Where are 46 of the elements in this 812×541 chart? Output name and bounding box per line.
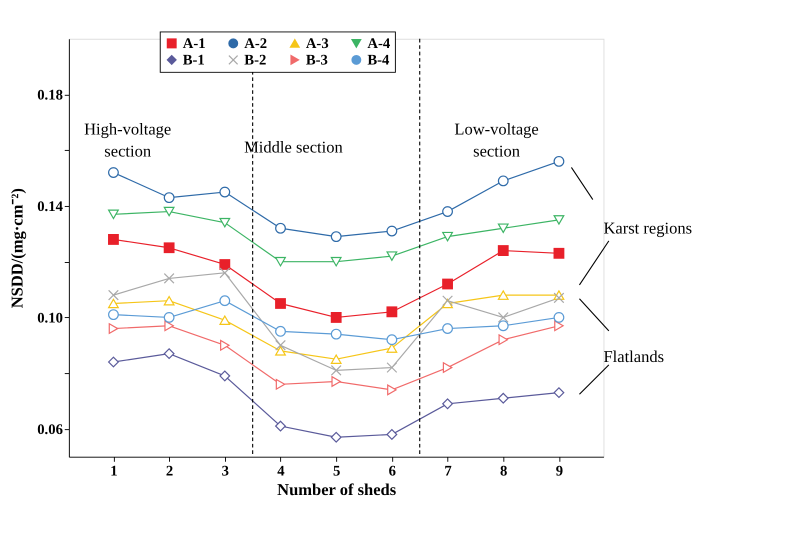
point: [330, 364, 342, 376]
y-tick-label: 0.10: [37, 310, 63, 326]
point: [442, 295, 453, 306]
legend-label: B-1: [182, 52, 205, 69]
point: [330, 312, 342, 323]
point: [164, 272, 175, 284]
x-tick-label: 6: [388, 464, 396, 480]
point: [164, 242, 175, 254]
legend-label: B-3: [306, 52, 328, 69]
point: [442, 278, 453, 290]
x-tick-label: 7: [444, 464, 452, 480]
legend-label: A-1: [182, 36, 206, 52]
legend-label: B-4: [367, 52, 390, 69]
point: [275, 298, 286, 309]
x-tick-label: 2: [166, 464, 174, 480]
point: [498, 312, 509, 323]
x-tick-label: 8: [500, 464, 508, 480]
x-tick-label: 4: [277, 464, 286, 480]
point: [275, 340, 286, 351]
annotation: Karst regions: [603, 218, 692, 238]
x-tick-label: 9: [556, 464, 564, 480]
point: [219, 267, 230, 278]
point: [498, 245, 509, 256]
x-tick-label: 3: [222, 464, 229, 480]
annotation: High-voltage section: [84, 119, 172, 160]
x-tick-label: 5: [332, 464, 340, 480]
y-tick-label: 0.06: [37, 422, 63, 438]
x-axis-title: Number of sheds: [277, 480, 397, 499]
point: [554, 292, 564, 304]
point: [219, 259, 230, 270]
point: [108, 234, 119, 245]
point: [554, 248, 564, 259]
y-tick-label: 0.18: [37, 88, 63, 104]
legend-label: A-2: [244, 36, 268, 52]
y-tick-label: 0.14: [37, 199, 64, 216]
legend-label: A-3: [306, 36, 329, 52]
x-tick-label: 1: [110, 464, 118, 480]
legend-label: B-2: [244, 52, 266, 69]
point: [386, 306, 398, 318]
y-axis-title: NSDD/(mg·cm⁻²): [8, 188, 27, 308]
legend-label: A-4: [367, 36, 391, 52]
annotation: Flatlands: [603, 347, 664, 366]
annotation: Low-voltage section: [454, 119, 539, 160]
point: [108, 290, 119, 301]
annotation: Middle section: [244, 138, 344, 157]
point: [386, 362, 398, 373]
